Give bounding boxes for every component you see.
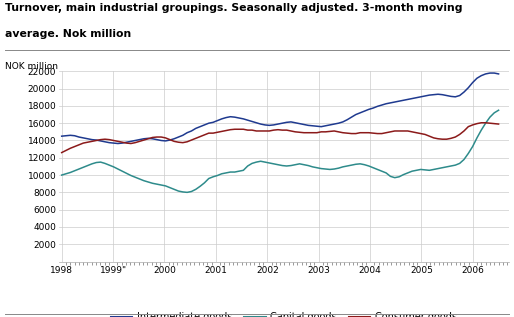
Capital goods — [439, 166, 446, 170]
Capital goods — [141, 179, 147, 183]
Capital goods — [184, 191, 190, 194]
Intermediate goods — [405, 98, 411, 101]
Text: NOK million: NOK million — [5, 62, 58, 71]
Consumer goods — [478, 121, 484, 125]
Consumer goods — [59, 151, 65, 154]
Text: Turnover, main industrial groupings. Seasonally adjusted. 3-month moving: Turnover, main industrial groupings. Sea… — [5, 3, 463, 13]
Line: Intermediate goods: Intermediate goods — [62, 73, 499, 144]
Intermediate goods — [262, 123, 268, 127]
Capital goods — [495, 108, 502, 112]
Intermediate goods — [439, 93, 446, 97]
Capital goods — [59, 173, 65, 177]
Consumer goods — [141, 138, 147, 142]
Consumer goods — [400, 129, 407, 133]
Capital goods — [262, 160, 268, 164]
Intermediate goods — [370, 106, 376, 110]
Consumer goods — [258, 129, 264, 133]
Text: average. Nok million: average. Nok million — [5, 29, 132, 39]
Consumer goods — [366, 131, 372, 135]
Capital goods — [370, 166, 376, 170]
Intermediate goods — [115, 142, 121, 146]
Intermediate goods — [158, 139, 164, 142]
Intermediate goods — [495, 72, 502, 76]
Consumer goods — [435, 137, 441, 141]
Capital goods — [154, 182, 160, 186]
Intermediate goods — [59, 134, 65, 138]
Intermediate goods — [487, 71, 493, 75]
Intermediate goods — [145, 136, 151, 140]
Consumer goods — [154, 135, 160, 139]
Capital goods — [405, 171, 411, 175]
Line: Consumer goods: Consumer goods — [62, 123, 499, 152]
Line: Capital goods: Capital goods — [62, 110, 499, 192]
Legend: Intermediate goods, Capital goods, Consumer goods: Intermediate goods, Capital goods, Consu… — [107, 308, 461, 317]
Consumer goods — [495, 122, 502, 126]
